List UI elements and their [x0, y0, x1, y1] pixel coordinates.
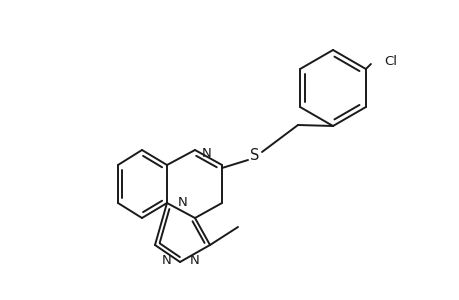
- Text: N: N: [202, 146, 212, 160]
- Text: N: N: [178, 196, 187, 208]
- Text: N: N: [162, 254, 172, 266]
- Text: N: N: [190, 254, 200, 266]
- Text: S: S: [250, 148, 259, 163]
- Text: Cl: Cl: [383, 55, 396, 68]
